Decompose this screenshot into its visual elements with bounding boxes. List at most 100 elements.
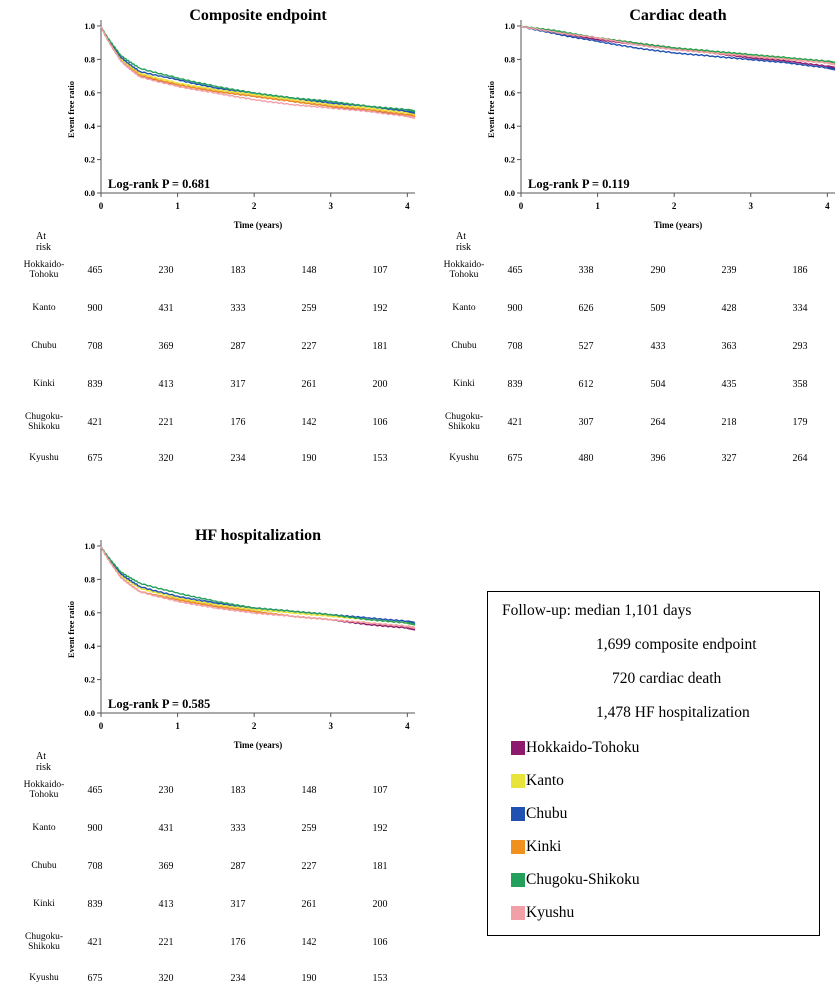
y-tick-label: 0.8 (504, 54, 515, 64)
x-tick-label: 4 (405, 721, 410, 731)
at-risk-row-label: Kyushu (434, 453, 494, 463)
at-risk-cell: 221 (158, 417, 174, 428)
at-risk-cell: 261 (301, 379, 317, 390)
at-risk-cell: 431 (158, 823, 174, 834)
at-risk-cell: 465 (507, 265, 523, 276)
at-risk-cell: 839 (507, 379, 523, 390)
at-risk-cell: 369 (158, 861, 174, 872)
at-risk-row-label-line: Chugoku- (25, 412, 63, 422)
followup-cardiac-count: 720 cardiac death (612, 670, 722, 687)
at-risk-cell: 839 (87, 899, 103, 910)
at-risk-cell: 509 (650, 303, 666, 314)
at-risk-row-label-line: Kinki (33, 379, 55, 389)
log-rank-annotation: Log-rank P = 0.585 (108, 697, 210, 711)
y-tick-label: 1.0 (84, 21, 95, 31)
legend-label: Kinki (526, 838, 562, 855)
y-tick-label: 0.0 (504, 188, 515, 198)
at-risk-cell: 675 (87, 453, 103, 464)
legend-swatch-chugoku-shikoku (511, 873, 525, 887)
at-risk-cell: 333 (230, 823, 246, 834)
at-risk-cell: 142 (301, 937, 317, 948)
at-risk-cell: 227 (301, 341, 317, 352)
x-tick-label: 1 (175, 201, 180, 211)
y-tick-label: 0.2 (84, 675, 95, 685)
x-axis-label: Time (years) (234, 220, 283, 230)
at-risk-row-label: Kinki (14, 899, 74, 909)
x-tick-label: 2 (252, 201, 257, 211)
at-risk-cell: 431 (158, 303, 174, 314)
at-risk-cell: 107 (372, 785, 388, 796)
at-risk-cell: 900 (87, 303, 103, 314)
x-tick-label: 4 (405, 201, 410, 211)
x-tick-label: 0 (99, 721, 104, 731)
at-risk-cell: 142 (301, 417, 317, 428)
at-risk-row-label: Kinki (434, 379, 494, 389)
at-risk-cell: 327 (721, 453, 737, 464)
at-risk-row-label-line: Kanto (32, 823, 56, 833)
at-risk-cell: 106 (372, 417, 388, 428)
at-risk-row-label-line: Hokkaido- (443, 260, 485, 270)
chart-title: Cardiac death (629, 7, 726, 24)
at-risk-cell: 675 (507, 453, 523, 464)
at-risk-row-label-line: Chubu (31, 861, 57, 871)
at-risk-cell: 148 (301, 785, 317, 796)
at-risk-cell: 708 (87, 861, 103, 872)
at-risk-cell: 221 (158, 937, 174, 948)
legend-swatch-kanto (511, 774, 525, 788)
at-risk-cell: 338 (578, 265, 594, 276)
at-risk-row-label: Chubu (434, 341, 494, 351)
at-risk-cell: 839 (87, 379, 103, 390)
at-risk-cell: 230 (158, 265, 174, 276)
legend-box: Follow-up: median 1,101 days 1,699 compo… (487, 591, 820, 936)
legend-label: Chubu (526, 805, 568, 822)
at-risk-cell: 107 (372, 265, 388, 276)
at-risk-cell: 200 (372, 379, 388, 390)
y-tick-label: 0.4 (84, 641, 95, 651)
y-tick-label: 0.2 (504, 155, 515, 165)
at-risk-row-label: Kyushu (14, 453, 74, 463)
at-risk-cell: 465 (87, 785, 103, 796)
x-axis-label: Time (years) (654, 220, 703, 230)
legend-label: Hokkaido-Tohoku (526, 739, 640, 756)
at-risk-cell: 190 (301, 973, 317, 984)
at-risk-row-label-line: Kinki (33, 899, 55, 909)
at-risk-cell: 153 (372, 973, 388, 984)
at-risk-row-label-line: Hokkaido- (23, 780, 65, 790)
series-line-chugoku-shikoku (100, 25, 416, 113)
at-risk-cell: 259 (301, 303, 317, 314)
at-risk-row-label-line: Tohoku (29, 790, 59, 800)
at-risk-row-label-line: Kinki (453, 379, 475, 389)
at-risk-cell: 317 (230, 899, 246, 910)
at-risk-cell: 218 (721, 417, 737, 428)
at-risk-cell: 396 (650, 453, 666, 464)
at-risk-cell: 293 (792, 341, 808, 352)
y-tick-label: 0.6 (84, 608, 95, 618)
at-risk-cell: 317 (230, 379, 246, 390)
at-risk-row-label: Chugoku- Shikoku (434, 412, 494, 432)
at-risk-cell: 176 (230, 417, 246, 428)
at-risk-cell: 465 (87, 265, 103, 276)
y-tick-label: 0.0 (84, 708, 95, 718)
at-risk-cell: 190 (301, 453, 317, 464)
at-risk-cell: 183 (230, 785, 246, 796)
y-tick-label: 0.0 (84, 188, 95, 198)
at-risk-cell: 234 (230, 453, 246, 464)
x-tick-label: 0 (519, 201, 524, 211)
at-risk-cell: 192 (372, 823, 388, 834)
at-risk-cell: 148 (301, 265, 317, 276)
at-risk-cell: 413 (158, 899, 174, 910)
y-tick-label: 0.2 (84, 155, 95, 165)
at-risk-cell: 421 (507, 417, 523, 428)
x-tick-label: 1 (175, 721, 180, 731)
at-risk-row-label-line: Kyushu (29, 973, 59, 983)
legend-label: Chugoku-Shikoku (526, 871, 640, 888)
at-risk-row-label-line: Kyushu (449, 453, 479, 463)
at-risk-row-label-line: Chugoku- (25, 932, 63, 942)
at-risk-cell: 900 (507, 303, 523, 314)
series-line-kyushu (520, 25, 836, 66)
at-risk-cell: 287 (230, 341, 246, 352)
followup-median: Follow-up: median 1,101 days (502, 602, 692, 619)
legend-label: Kyushu (526, 904, 575, 921)
x-tick-label: 2 (672, 201, 677, 211)
at-risk-title: At risk (36, 751, 51, 773)
